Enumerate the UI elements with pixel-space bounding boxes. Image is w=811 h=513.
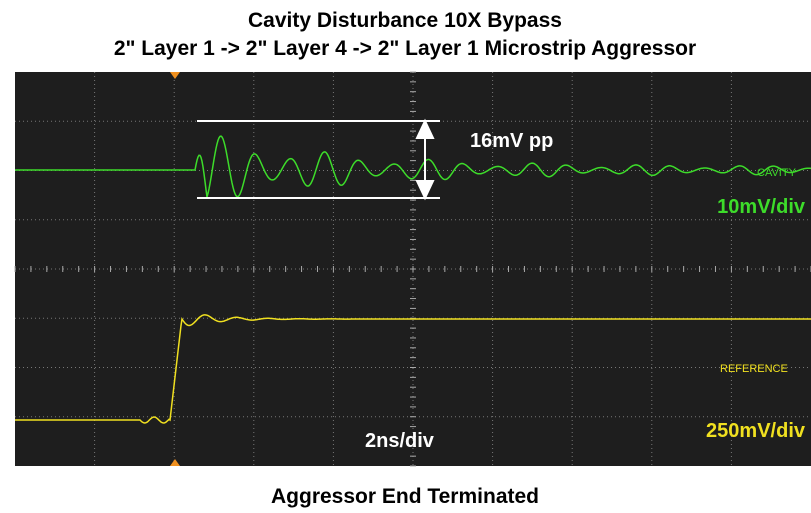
title-line-1: Cavity Disturbance 10X Bypass <box>248 9 562 32</box>
caption: Aggressor End Terminated <box>271 485 539 508</box>
channel-1-label: CAVITY <box>757 167 797 179</box>
channel-1-scale: 10mV/div <box>717 196 806 218</box>
scope-screen: 16mV pp CAVITY 10mV/div REFERENCE 250mV/… <box>15 72 811 466</box>
page: Cavity Disturbance 10X Bypass 2" Layer 1… <box>0 0 811 513</box>
time-scale: 2ns/div <box>365 430 435 452</box>
pp-label: 16mV pp <box>470 130 553 152</box>
channel-2-label: REFERENCE <box>720 363 788 375</box>
title-line-2: 2" Layer 1 -> 2" Layer 4 -> 2" Layer 1 M… <box>114 37 696 60</box>
channel-2-scale: 250mV/div <box>706 420 806 442</box>
